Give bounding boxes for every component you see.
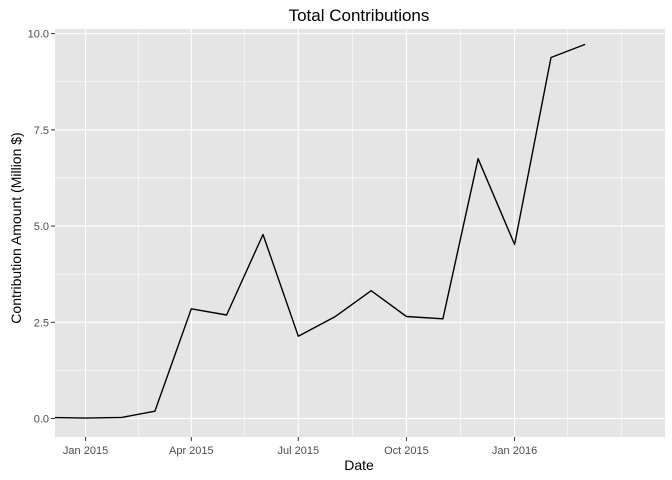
y-tick-label: 7.5 [34,125,49,137]
y-tick-label: 0.0 [34,414,49,426]
y-axis: 0.0 2.5 5.0 7.5 10.0 [28,29,55,426]
x-tick-label: Oct 2015 [384,445,429,457]
major-gridlines [55,29,665,437]
x-axis: Jan 2015 Apr 2015 Jul 2015 Oct 2015 Jan 2016 [63,437,537,457]
chart-title: Total Contributions [289,6,430,25]
x-axis-label: Date [344,457,374,473]
x-tick-label: Jan 2015 [63,445,108,457]
x-tick-label: Jan 2016 [492,445,537,457]
y-axis-label: Contribution Amount (Million $) [8,132,24,323]
series-line [55,43,586,419]
x-tick-label: Apr 2015 [169,445,214,457]
minor-gridlines [55,29,665,437]
series-layer [55,43,586,419]
y-tick-label: 5.0 [34,221,49,233]
plot-panel [55,29,665,437]
x-tick-label: Jul 2015 [277,445,319,457]
y-tick-label: 10.0 [28,29,49,41]
y-tick-label: 2.5 [34,317,49,329]
